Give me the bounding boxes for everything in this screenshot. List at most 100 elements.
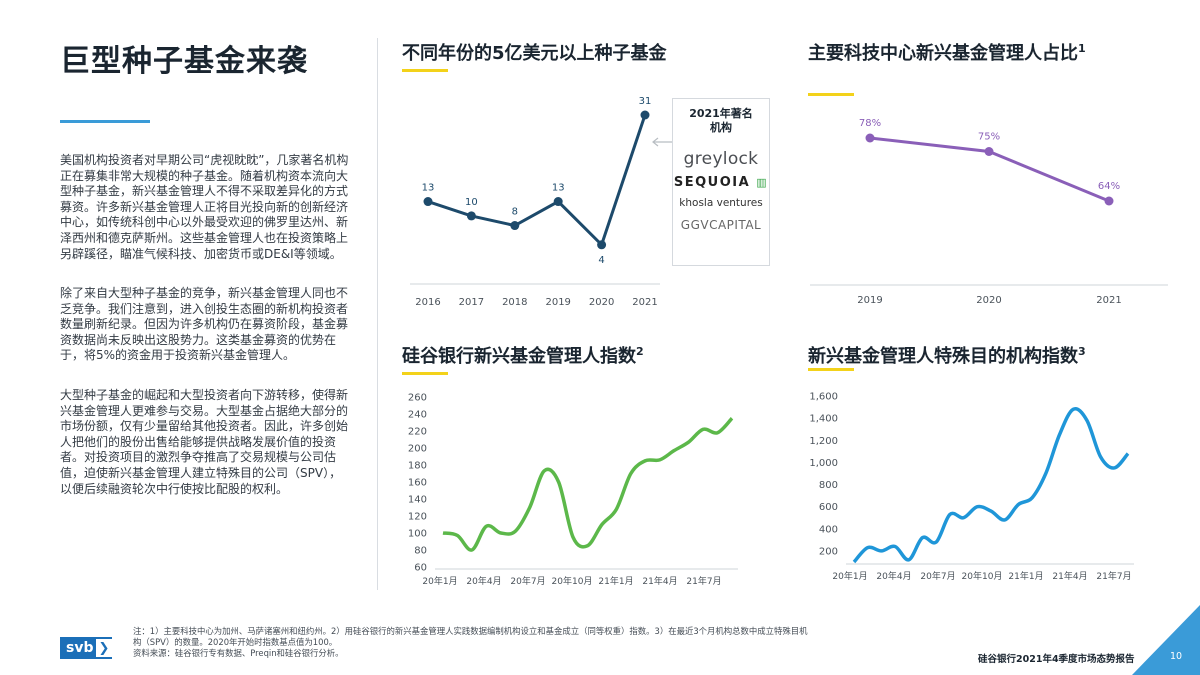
report-name: 硅谷银行2021年4季度市场态势报告 (978, 654, 1135, 665)
chart2-title: 主要科技中心新兴基金管理人占比1 (808, 42, 1086, 64)
chart1-svg: 13 2016 10 2017 8 2018 13 2019 4 2020 31 2021 (410, 96, 660, 308)
chart4-svg: 200 400 600 800 1,000 1,200 1,400 1,600 20年1月 20年… (809, 392, 1134, 582)
chart3-x-tick: 20年7月 (510, 575, 545, 587)
ggv-logo: GGVCAPITAL (680, 218, 762, 232)
chart2-x-tick: 2021 (1096, 295, 1121, 306)
chart1-point (553, 197, 563, 207)
chart1-accent (402, 69, 448, 72)
chart1-point (640, 110, 650, 120)
chart3-y-tick: 100 (408, 529, 427, 540)
chart2-accent (808, 93, 854, 96)
chart3-title: 硅谷银行新兴基金管理人指数2 (402, 345, 644, 367)
chart3-x-tick: 20年1月 (422, 575, 457, 587)
chart4-y-tick: 800 (819, 480, 838, 491)
chart4-y-tick: 400 (819, 524, 838, 535)
chart3-x-tick: 21年4月 (642, 575, 677, 587)
svb-logo-text: svb (66, 640, 94, 656)
chart3-series-line (442, 417, 734, 552)
body-paragraph-2: 除了来自大型种子基金的竞争，新兴基金管理人同也不乏竞争。我们注意到，进入创投生态… (60, 286, 349, 363)
chart3-axis: 60 80 100 120 140 160 180 200 220 240 260 20年1月 20年4… (408, 393, 738, 587)
chart2-x-tick: 2019 (857, 295, 882, 306)
chart3-y-tick: 200 (408, 444, 427, 455)
chart4-x-tick: 20年10月 (962, 570, 1003, 582)
chart1-data-label: 13 (422, 183, 435, 194)
chart1-data-label: 8 (512, 207, 518, 218)
chart3-y-tick: 180 (408, 461, 427, 472)
chart4-y-tick: 1,000 (809, 458, 838, 469)
chart4-y-tick: 600 (819, 502, 838, 513)
legend-header: 2021年著名 机构 (673, 107, 769, 135)
chart1-x-tick: 2019 (545, 297, 570, 308)
chart4-y-tick: 1,200 (809, 436, 838, 447)
chart3-svg: 60 80 100 120 140 160 180 200 220 240 260 20年1月 20年4… (408, 393, 738, 587)
chart3-y-tick: 160 (408, 478, 427, 489)
chart3-x-tick: 21年1月 (598, 575, 633, 587)
chart3-y-tick: 240 (408, 410, 427, 421)
chart2-data-label: 78% (859, 118, 881, 129)
chart3-x-tick: 20年10月 (552, 575, 593, 587)
chart1-point (466, 211, 476, 221)
chart2-marks: 78% 2019 75% 2020 64% 2021 (857, 118, 1121, 306)
chart3-x-tick: 20年4月 (466, 575, 501, 587)
chart4-x-tick: 20年4月 (876, 570, 911, 582)
chart4-y-tick: 1,400 (809, 414, 838, 425)
chart1-data-label: 4 (598, 255, 604, 266)
chart4-y-tick: 200 (819, 546, 838, 557)
chart2-data-label: 75% (978, 132, 1000, 143)
chart1-x-tick: 2021 (632, 297, 657, 308)
chart1-point (423, 197, 433, 207)
chart3-y-tick: 260 (408, 393, 427, 404)
chart2-x-tick: 2020 (976, 295, 1001, 306)
chart1-point (597, 240, 607, 250)
legend-header-line1: 2021年著名 (689, 107, 753, 120)
chart1-x-tick: 2020 (589, 297, 614, 308)
body-paragraph-1: 美国机构投资者对早期公司“虎视眈眈”，几家著名机构正在募集非常大规模的种子基金。… (60, 153, 349, 261)
chart4-series-line (852, 406, 1130, 564)
legend-arrow-icon (652, 137, 672, 147)
source-note: 资料来源：硅谷银行专有数据、Preqin和硅谷银行分析。 (133, 648, 344, 658)
chart1-series-line (427, 114, 647, 248)
body-paragraph-3: 大型种子基金的崛起和大型投资者向下游转移，使得新兴基金管理人更难参与交易。大型基… (60, 388, 349, 496)
chart3-y-tick: 140 (408, 495, 427, 506)
chart1-data-label: 10 (465, 197, 478, 208)
chart4-title: 新兴基金管理人特殊目的机构指数3 (808, 345, 1086, 367)
chart1-title: 不同年份的5亿美元以上种子基金 (402, 43, 667, 64)
chart4-accent (808, 368, 854, 371)
chart3-footnote-ref: 2 (636, 345, 644, 358)
svb-logo: svb ❯ (60, 637, 112, 659)
chart1-data-label: 31 (639, 96, 652, 107)
greylock-logo: greylock (683, 149, 759, 169)
legend-header-line2: 机构 (710, 121, 732, 134)
chart4-x-tick: 21年4月 (1052, 570, 1087, 582)
page-number: 10 (1170, 651, 1183, 662)
chart4-x-tick: 21年1月 (1008, 570, 1043, 582)
chart2-data-label: 64% (1098, 181, 1120, 192)
chevron-right-icon: ❯ (96, 639, 112, 657)
sequoia-logo: SEQUOIA ▥ (673, 175, 769, 190)
chart1-point (510, 221, 520, 231)
chart3-y-tick: 120 (408, 512, 427, 523)
footnote-line-1: 注：1）主要科技中心为加州、马萨诸塞州和纽约州。2）用硅谷银行的新兴基金管理人实… (133, 626, 808, 636)
title-accent-line (60, 120, 150, 123)
chart2-point (1104, 196, 1114, 206)
chart3-x-tick: 21年7月 (686, 575, 721, 587)
chart3-y-tick: 220 (408, 427, 427, 438)
chart3-y-tick: 80 (414, 546, 427, 557)
chart4-y-tick: 1,600 (809, 392, 838, 403)
chart1-x-tick: 2018 (502, 297, 527, 308)
chart1-x-tick: 2017 (459, 297, 484, 308)
column-divider (377, 38, 378, 590)
chart3-accent (402, 372, 448, 375)
sequoia-leaf-icon: ▥ (756, 176, 769, 189)
chart3-y-tick: 60 (414, 563, 427, 574)
page-title: 巨型种子基金来袭 (60, 44, 308, 79)
chart2-point (984, 147, 994, 156)
chart2-point (865, 133, 875, 143)
notable-firms-legend: 2021年著名 机构 greylock SEQUOIA ▥ khosla ven… (672, 98, 770, 266)
chart1-data-label: 13 (552, 183, 565, 194)
footnotes: 注：1）主要科技中心为加州、马萨诸塞州和纽约州。2）用硅谷银行的新兴基金管理人实… (133, 626, 953, 659)
chart4-x-tick: 21年7月 (1096, 570, 1131, 582)
khosla-logo: khosla ventures (679, 197, 763, 209)
chart4-x-tick: 20年7月 (920, 570, 955, 582)
chart4-x-tick: 20年1月 (832, 570, 867, 582)
